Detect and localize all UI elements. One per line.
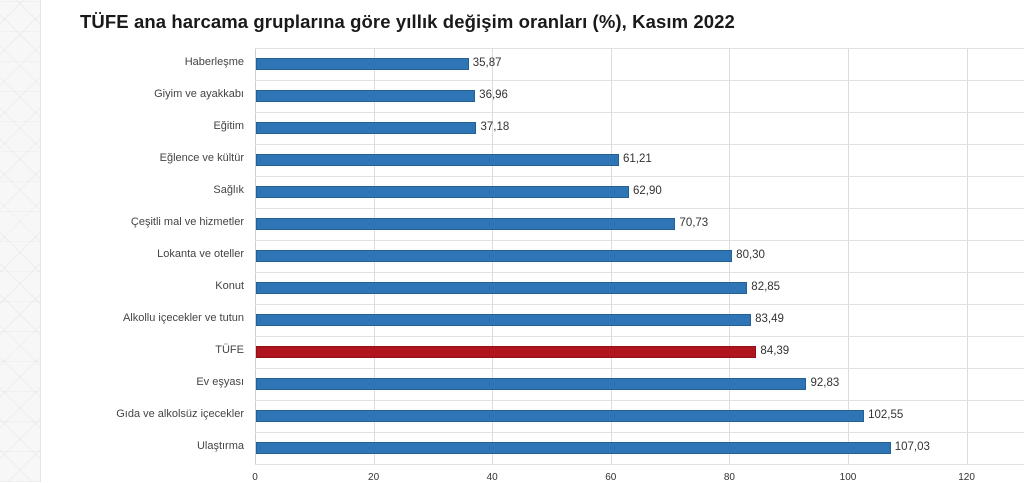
bar-8 [256,314,752,326]
bar-2 [256,122,477,134]
bar-11 [256,410,865,422]
bar-value-label: 35,87 [472,57,502,69]
bar-value-label: 82,85 [751,281,781,293]
x-tick-label: 60 [605,472,617,483]
chart-title: TÜFE ana harcama gruplarına göre yıllık … [80,11,735,32]
bar-0 [256,58,469,70]
bar-value-label: 70,73 [679,217,709,229]
horizontal-gridline [255,80,1024,81]
y-axis-line [255,48,256,464]
bar-value-label: 37,18 [480,121,510,133]
vertical-gridline [848,48,849,464]
horizontal-gridline [255,112,1024,113]
horizontal-gridline [255,336,1024,337]
bar-4 [256,186,629,198]
bar-value-label: 92,83 [810,377,840,389]
category-label: Çeşitli mal ve hizmetler [130,216,244,228]
bar-6 [256,250,733,262]
category-label: Haberleşme [184,56,244,68]
horizontal-gridline [255,464,1024,465]
plot-area: 35,87 36,96 37,18 61,21 62,90 70,73 80,30 82,85… [255,48,1024,465]
category-label: Gıda ve alkolsüz içecekler [116,408,244,420]
bar-value-label: 61,21 [622,153,652,165]
x-tick-label: 100 [839,472,857,483]
bar-value-label: 83,49 [755,313,784,325]
bar-3 [256,154,619,166]
category-label: Konut [215,280,244,292]
decorative-side-pattern [0,0,41,482]
category-label: Alkollu içecekler ve tutun [122,312,244,324]
bar-12 [256,442,891,454]
category-label: TÜFE [215,344,244,356]
bar-5 [256,218,676,230]
bar-1 [256,90,476,102]
horizontal-gridline [255,240,1024,241]
x-tick-label: 20 [368,472,380,483]
bar-value-label: 62,90 [632,185,662,197]
category-label: Eğlence ve kültür [159,152,244,164]
x-tick-label: 0 [252,472,258,483]
bar-value-label: 84,39 [760,345,790,357]
bar-value-label: 80,30 [736,249,765,261]
bar-10 [256,378,807,390]
bar-value-label: 102,55 [868,409,904,421]
x-tick-label: 80 [723,472,735,483]
x-tick-label: 120 [958,472,975,483]
horizontal-gridline [255,144,1024,145]
horizontal-gridline [255,272,1024,273]
horizontal-gridline [255,176,1024,177]
bar-value-label: 36,96 [479,89,508,101]
horizontal-gridline [255,304,1024,305]
category-label: Ev eşyası [196,376,244,388]
horizontal-gridline [255,432,1024,433]
horizontal-gridline [255,208,1024,209]
category-label: Giyim ve ayakkabı [154,88,244,100]
bar-value-label: 107,03 [894,441,930,453]
category-label: Ulaştırma [196,440,244,452]
category-label: Sağlık [213,184,244,196]
horizontal-gridline [255,400,1024,401]
horizontal-gridline [255,368,1024,369]
category-label: Lokanta ve oteller [157,248,244,260]
bar-7 [256,282,748,294]
horizontal-gridline [255,48,1024,49]
category-label: Eğitim [213,120,244,132]
bar-9 [256,346,757,358]
vertical-gridline [966,48,968,464]
x-tick-label: 40 [486,472,498,483]
